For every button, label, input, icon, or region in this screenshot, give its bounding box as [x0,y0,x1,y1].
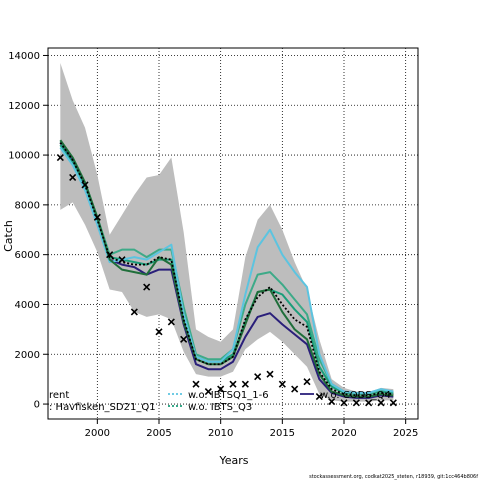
y-tick-label: 6000 [15,250,40,261]
observed-point [130,308,138,316]
observed-point-stroke [69,173,77,182]
observed-point [81,181,89,189]
observed-point-stroke [81,181,89,189]
confidence-band-layer [60,62,394,402]
observed-point [291,385,299,393]
observed-point [106,251,114,259]
observed-point [266,370,274,378]
observed-point [389,399,397,407]
observed-point-stroke [118,256,126,264]
legend-label: rent [49,390,69,401]
x-tick-label: 2015 [270,428,295,439]
observed-point [340,399,348,407]
observed-point-stroke [303,378,311,386]
observed-point [303,378,311,386]
legend-label: w.o. CODS_Q4 [320,390,391,401]
observed-point [315,393,323,401]
observed-point [93,213,101,221]
footnote: stockassessment.org, codkat2025_steten, … [309,474,478,480]
observed-point [155,328,163,336]
x-tick-label: 2000 [85,428,110,439]
observed-point [143,283,151,291]
observed-point [229,380,237,388]
observed-point-stroke [365,399,373,407]
observed-point [241,380,249,388]
observed-point-stroke [192,380,200,388]
y-tick-label: 0 [34,400,40,411]
y-axis-label: Catch [2,220,15,252]
observed-point-stroke [56,153,64,162]
series-line-5 [59,139,394,398]
observed-point-stroke [352,399,360,407]
legend-label: w.o. IBTS_Q3 [188,402,252,413]
legend-label: : Havfisken_SD21_Q1 [49,402,156,413]
y-tick-label: 14000 [8,51,40,62]
observed-point [167,318,175,326]
observed-point-stroke [130,308,138,316]
observed-point-stroke [291,385,299,393]
observed-point-stroke [328,398,336,406]
observed-points-layer [56,153,397,407]
legend-label: w.o. IBTSQ1_1-6 [188,390,269,401]
observed-point [352,399,360,407]
observed-point [254,373,262,381]
observed-point [278,380,286,388]
observed-point-stroke [93,213,101,221]
series-line-4 [59,147,394,394]
series-line-1 [59,142,394,399]
observed-point-stroke [266,370,274,378]
observed-point-stroke [389,399,397,407]
x-axis-label: Years [218,454,248,467]
observed-point [204,388,212,396]
observed-point-stroke [106,251,114,259]
observed-point-stroke [180,335,188,343]
observed-point [377,399,385,407]
observed-point-stroke [340,399,348,407]
x-tick-label: 2005 [146,428,171,439]
observed-point-stroke [377,399,385,407]
observed-point-stroke [315,393,323,401]
y-tick-label: 4000 [15,300,40,311]
confidence-band [60,62,394,402]
x-tick-label: 2025 [393,428,418,439]
observed-point-stroke [143,283,151,291]
observed-point-stroke [217,385,225,393]
observed-point-stroke [254,373,262,381]
series-line-6 [59,142,394,397]
y-tick-label: 2000 [15,350,40,361]
x-tick-label: 2020 [331,428,356,439]
y-tick-label: 10000 [8,151,40,162]
observed-point-stroke [167,318,175,326]
series-line-2 [59,144,394,396]
plot-frame [47,47,419,420]
series-layer [59,139,394,399]
observed-point-stroke [278,380,286,388]
observed-point [328,398,336,406]
y-tick-label: 12000 [8,101,40,112]
y-tick-label: 8000 [15,200,40,211]
axis-layer: 2000 2005 2010 2015 2020 2025 0 2000 4000 6000 800… [8,47,419,439]
observed-point [69,173,77,182]
legend: rent: Havfisken_SD21_Q1w.o. IBTSQ1_1-6w.… [49,390,391,413]
observed-point [217,385,225,393]
x-tick-label: 2010 [208,428,233,439]
observed-point [180,335,188,343]
observed-point [118,256,126,264]
observed-point-stroke [241,380,249,388]
observed-point [365,399,373,407]
observed-point-stroke [229,380,237,388]
observed-point-stroke [204,388,212,396]
observed-point [192,380,200,388]
observed-point-stroke [155,328,163,336]
observed-point [56,153,64,162]
